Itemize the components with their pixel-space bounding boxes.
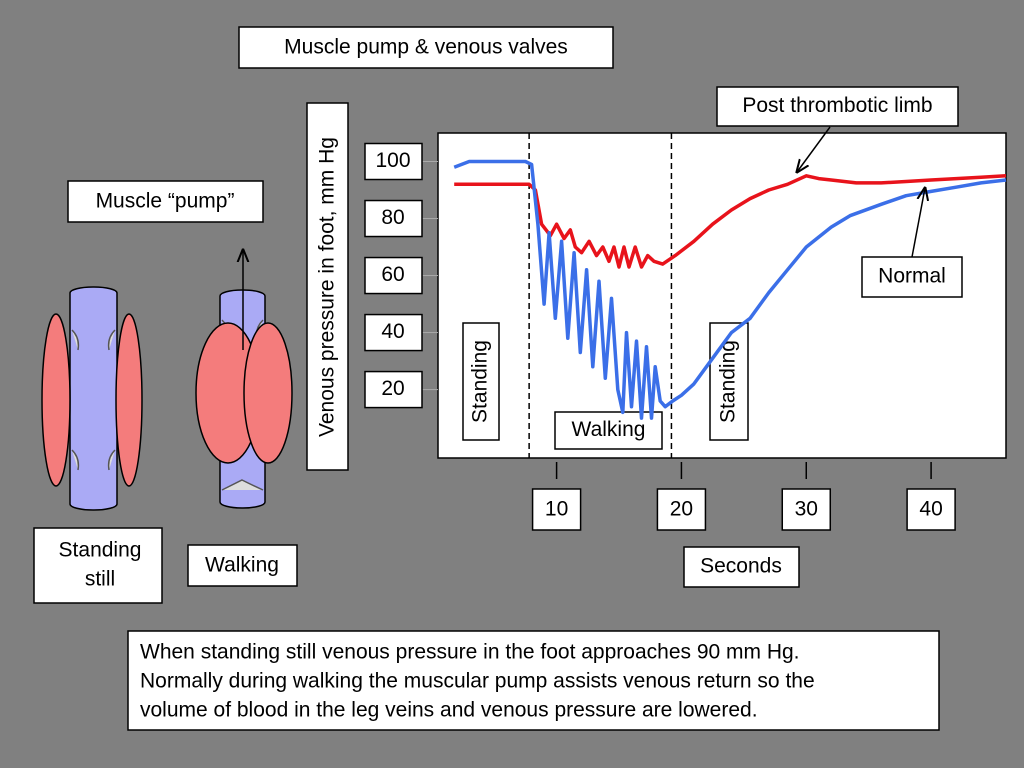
annotation-box bbox=[462, 322, 500, 441]
caption-line: When standing still venous pressure in t… bbox=[140, 641, 800, 664]
title-box bbox=[238, 26, 614, 69]
y-label-box bbox=[306, 102, 349, 471]
x-axis-label: Seconds bbox=[700, 555, 782, 578]
standing-leg bbox=[41, 286, 143, 511]
tick-box bbox=[364, 199, 423, 238]
muscle-label-box bbox=[67, 180, 264, 223]
x-tick-label: 10 bbox=[545, 498, 568, 521]
y-tick-label: 60 bbox=[381, 263, 404, 286]
legend-box bbox=[716, 86, 959, 127]
walking-leg bbox=[195, 250, 293, 509]
series-line bbox=[453, 159, 1007, 420]
annotation-box bbox=[554, 411, 663, 450]
y-tick-label: 100 bbox=[375, 149, 410, 172]
caption-line: volume of blood in the leg veins and ven… bbox=[140, 699, 758, 722]
walking-label: Walking bbox=[205, 554, 279, 577]
caption-box bbox=[127, 630, 940, 731]
annotation-box bbox=[709, 322, 749, 441]
tick-box bbox=[906, 488, 956, 531]
legend-box bbox=[861, 256, 963, 298]
standing-label: still bbox=[85, 568, 115, 591]
plot: Standing Walking Standing bbox=[453, 133, 1007, 458]
tick-box bbox=[364, 256, 423, 295]
x-tick-label: 20 bbox=[670, 498, 693, 521]
y-tick-label: 20 bbox=[381, 377, 404, 400]
x-tick-label: 40 bbox=[919, 498, 942, 521]
annotation: Standing bbox=[469, 340, 492, 423]
y-tick-label: 40 bbox=[381, 320, 404, 343]
walking-label-box bbox=[187, 544, 298, 587]
standing-label-box bbox=[33, 527, 163, 604]
tick-box bbox=[364, 370, 423, 409]
x-label-box bbox=[683, 546, 800, 588]
annotation: Walking bbox=[572, 418, 646, 441]
legend-label: Post thrombotic limb bbox=[742, 94, 932, 117]
tick-box bbox=[531, 488, 582, 531]
legend-arrow bbox=[797, 126, 831, 172]
tick-box bbox=[364, 142, 423, 181]
tick-box bbox=[656, 488, 707, 531]
series-line bbox=[454, 174, 1007, 269]
caption-line: Normally during walking the muscular pum… bbox=[140, 670, 815, 693]
legend-arrow bbox=[911, 188, 925, 258]
x-tick-label: 30 bbox=[795, 498, 818, 521]
y-tick-label: 80 bbox=[381, 206, 404, 229]
legend-label: Normal bbox=[878, 265, 946, 288]
tick-box bbox=[364, 313, 423, 352]
annotation: Standing bbox=[717, 340, 740, 423]
chart-title: Muscle pump & venous valves bbox=[284, 36, 568, 59]
muscle-label: Muscle “pump” bbox=[96, 190, 235, 213]
tick-box bbox=[781, 488, 832, 531]
y-axis-label: Venous pressure in foot, mm Hg bbox=[316, 137, 339, 437]
standing-label: Standing bbox=[59, 539, 142, 562]
